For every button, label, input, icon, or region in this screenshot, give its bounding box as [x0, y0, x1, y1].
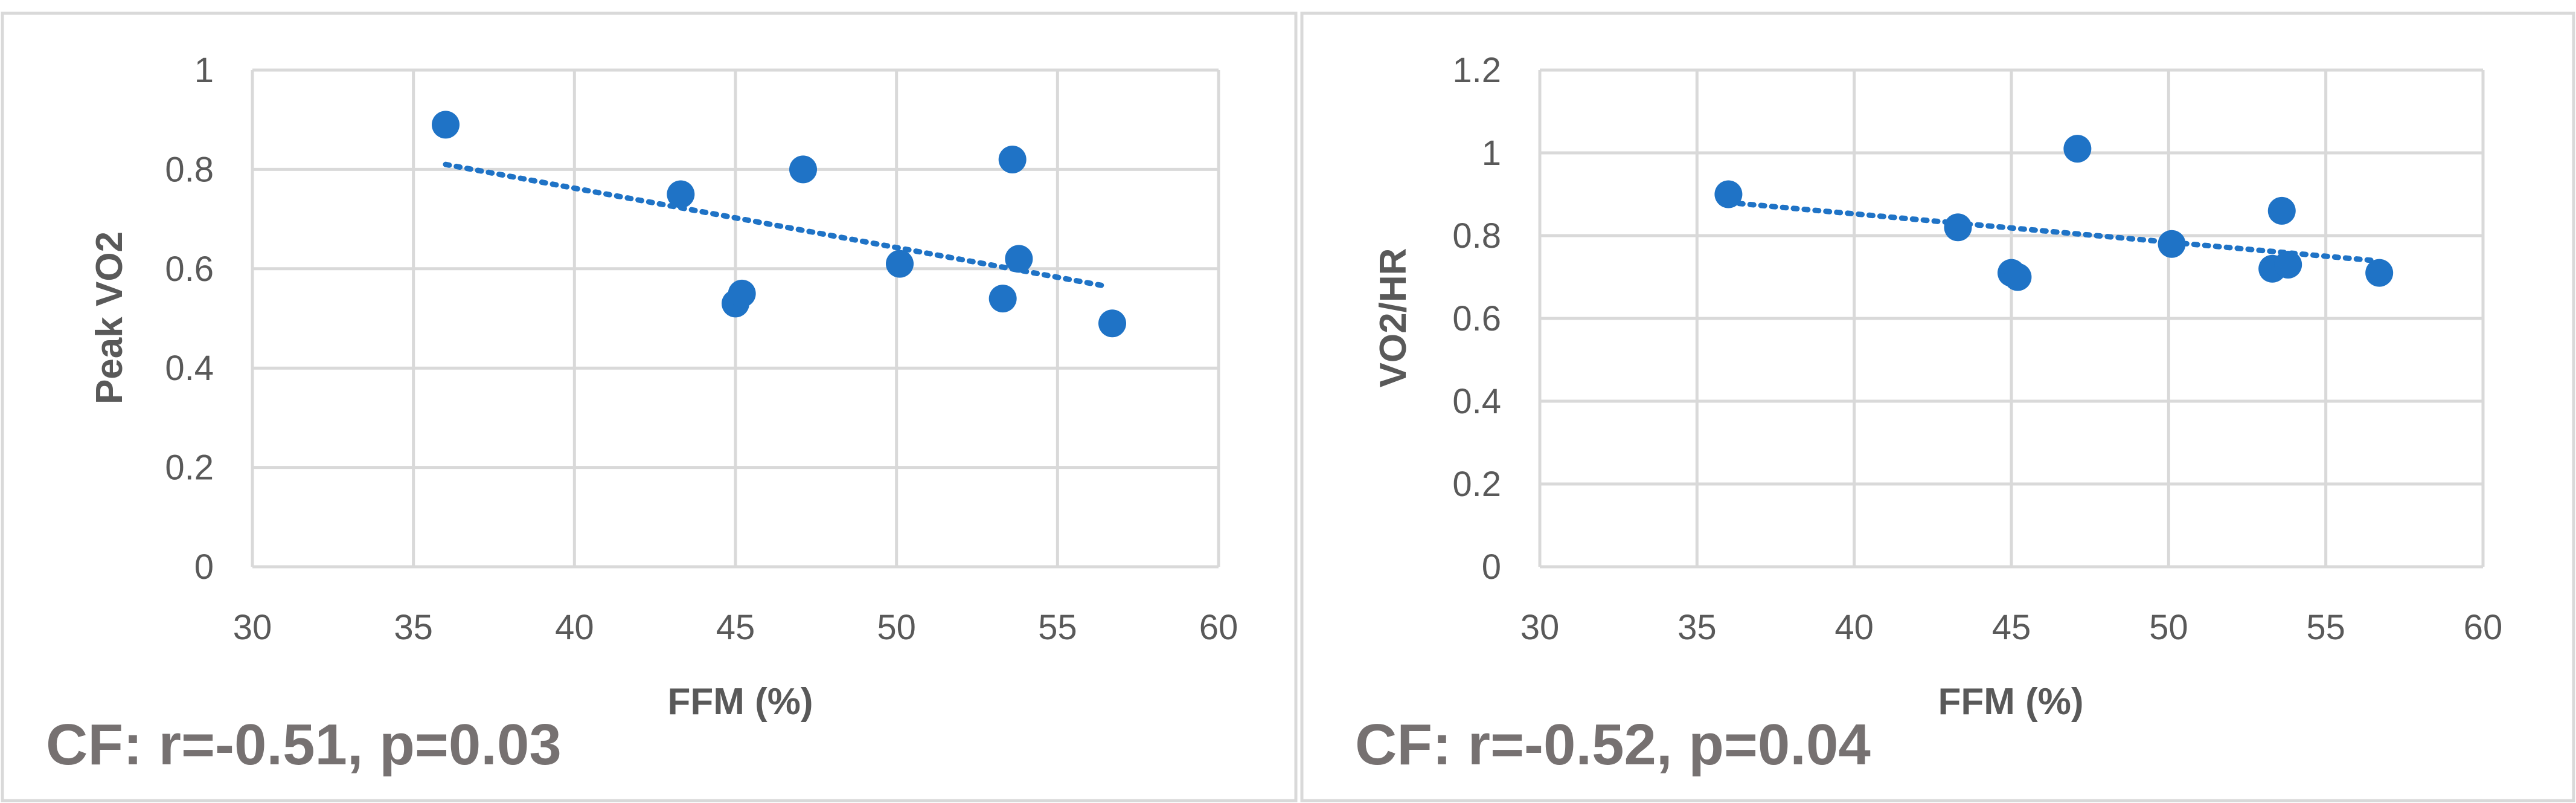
data-point: [1714, 180, 1743, 208]
x-tick-label: 40: [555, 608, 594, 647]
y-tick-labels: 0 0.2 0.4 0.6 0.8 1: [165, 51, 214, 587]
y-tick-label: 0: [1482, 547, 1501, 587]
data-point: [1944, 213, 1972, 242]
trendline: [443, 161, 1109, 289]
data-point: [2004, 263, 2032, 291]
x-tick-label: 50: [877, 608, 916, 647]
data-point: [789, 155, 817, 184]
y-tick-label: 0.2: [1452, 465, 1501, 504]
y-axis-title: VO2/HR: [1373, 248, 1414, 388]
y-axis-title: Peak VO2: [89, 231, 130, 404]
y-tick-label: 1: [1482, 134, 1501, 173]
y-tick-label: 1: [194, 51, 214, 90]
y-tick-label: 0.4: [1452, 382, 1501, 421]
y-tick-label: 0.8: [1452, 216, 1501, 256]
trendline-group: [1725, 199, 2376, 263]
correlation-annotation: CF: r=-0.51, p=0.03: [46, 712, 562, 777]
data-point: [2365, 259, 2394, 287]
x-tick-labels: 30 35 40 45 50 55 60: [233, 608, 1238, 647]
data-point: [667, 180, 695, 208]
x-tick-labels: 30 35 40 45 50 55 60: [1520, 608, 2503, 647]
data-point: [2063, 135, 2092, 163]
plot-grid: [251, 68, 1220, 569]
x-tick-label: 35: [394, 608, 433, 647]
data-point: [728, 279, 756, 308]
data-point: [2274, 250, 2302, 279]
data-point: [886, 250, 914, 278]
x-tick-label: 50: [2149, 608, 2188, 647]
y-tick-label: 0: [194, 547, 214, 587]
chart-panel-peak-vo2: 30 35 40 45 50 55 60 0 0.2 0.4 0.6 0.8 1 FFM (%) Pe…: [1, 11, 1298, 802]
data-point: [432, 111, 460, 139]
x-tick-label: 30: [1520, 608, 1560, 647]
data-point: [1005, 245, 1033, 273]
data-point: [2267, 196, 2296, 225]
chart-panel-vo2-hr: 30 35 40 45 50 55 60 0 0.2 0.4 0.6 0.8 1 1.2 FFM (%)…: [1300, 11, 2575, 802]
x-tick-label: 45: [716, 608, 755, 647]
data-point: [2158, 230, 2186, 258]
data-point: [1098, 309, 1126, 338]
x-axis-title: FFM (%): [667, 681, 813, 723]
data-point: [988, 285, 1017, 313]
y-tick-label: 1.2: [1452, 51, 1501, 90]
panel-frame: [1, 11, 1298, 802]
x-tick-label: 35: [1677, 608, 1717, 647]
y-tick-label: 0.2: [165, 448, 214, 488]
x-tick-label: 45: [1992, 608, 2031, 647]
trendline-group: [443, 161, 1109, 289]
y-tick-label: 0.4: [165, 349, 214, 388]
plot-grid: [1538, 68, 2485, 569]
data-points: [432, 111, 1126, 338]
correlation-annotation: CF: r=-0.52, p=0.04: [1355, 712, 1871, 777]
y-tick-label: 0.6: [165, 250, 214, 289]
data-points: [1714, 135, 2394, 291]
x-axis-title: FFM (%): [1938, 681, 2083, 723]
y-tick-labels: 0 0.2 0.4 0.6 0.8 1 1.2: [1452, 51, 1501, 587]
x-tick-label: 55: [1038, 608, 1077, 647]
y-tick-label: 0.6: [1452, 299, 1501, 338]
x-tick-label: 60: [2464, 608, 2503, 647]
x-tick-label: 55: [2306, 608, 2345, 647]
x-tick-label: 30: [233, 608, 272, 647]
x-tick-label: 60: [1199, 608, 1238, 647]
panel-frame: [1300, 11, 2575, 802]
y-tick-label: 0.8: [165, 150, 214, 189]
x-tick-label: 40: [1834, 608, 1874, 647]
trendline: [1725, 199, 2376, 263]
data-point: [998, 145, 1027, 173]
